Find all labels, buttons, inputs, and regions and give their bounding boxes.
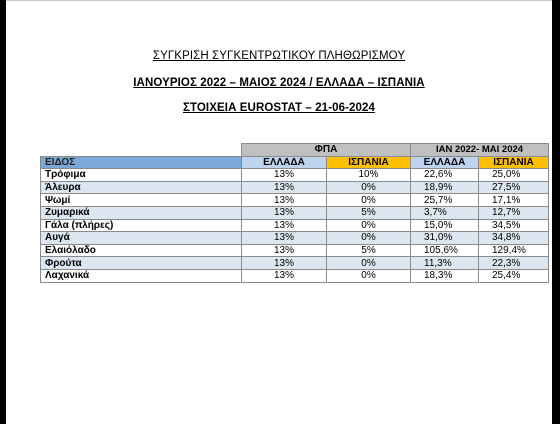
fpa-greece-cell: 13% (241, 193, 327, 207)
period-spain-cell: 22,3% (478, 256, 549, 270)
fpa-spain-cell: 0% (326, 218, 411, 233)
fpa-greece-cell: 13% (241, 256, 327, 270)
period-spain-cell: 129,4% (478, 243, 549, 258)
table-row: Ζυμαρικά 13% 5% 3,7% 12,7% (40, 205, 549, 220)
fpa-greece-cell: 13% (241, 243, 327, 258)
item-cell: Γάλα (πλήρες) (40, 218, 242, 233)
period-spain-cell: 25,0% (478, 168, 549, 182)
fpa-greece-cell: 13% (241, 168, 327, 182)
title-line-3: ΣΤΟΙΧΕΙΑ EUROSTAT – 21-06-2024 (182, 102, 376, 114)
column-header-period-greece: ΕΛΛΑΔΑ (410, 155, 479, 170)
item-cell: Άλευρα (40, 180, 242, 195)
table-row: Τρόφιμα 13% 10% 22,6% 25,0% (40, 168, 549, 182)
item-cell: Αυγά (40, 231, 242, 245)
table-row: Γάλα (πλήρες) 13% 0% 15,0% 34,5% (40, 218, 549, 233)
item-cell: Λαχανικά (40, 268, 242, 283)
item-cell: Ζυμαρικά (40, 205, 242, 220)
blank-cell (40, 143, 242, 157)
item-cell: Φρούτα (40, 256, 242, 270)
group-header-row: ΦΠΑ ΙΑΝ 2022- ΜΑΙ 2024 (40, 143, 549, 157)
period-greece-cell: 105,6% (410, 243, 479, 258)
fpa-greece-cell: 13% (241, 268, 327, 283)
inflation-comparison-table: ΦΠΑ ΙΑΝ 2022- ΜΑΙ 2024 ΕΙΔΟΣ ΕΛΛΑΔΑ ΙΣΠΑ… (40, 143, 549, 283)
group-header-fpa: ΦΠΑ (241, 143, 411, 157)
table-row: Λαχανικά 13% 0% 18,3% 25,4% (40, 268, 549, 283)
column-header-fpa-spain: ΙΣΠΑΝΙΑ (326, 155, 411, 170)
column-header-fpa-greece: ΕΛΛΑΔΑ (241, 155, 327, 170)
fpa-greece-cell: 13% (241, 180, 327, 195)
period-spain-cell: 34,5% (478, 218, 549, 233)
fpa-spain-cell: 0% (326, 256, 411, 270)
period-greece-cell: 18,3% (410, 268, 479, 283)
period-spain-cell: 27,5% (478, 180, 549, 195)
fpa-spain-cell: 5% (326, 243, 411, 258)
table-row: Άλευρα 13% 0% 18,9% 27,5% (40, 180, 549, 195)
period-greece-cell: 15,0% (410, 218, 479, 233)
period-greece-cell: 31,0% (410, 231, 479, 245)
table-row: Αυγά 13% 0% 31,0% 34,8% (40, 231, 549, 245)
period-greece-cell: 3,7% (410, 205, 479, 220)
table-row: Ελαιόλαδο 13% 5% 105,6% 129,4% (40, 243, 549, 258)
group-header-period: ΙΑΝ 2022- ΜΑΙ 2024 (410, 143, 549, 157)
fpa-greece-cell: 13% (241, 218, 327, 233)
document-page: ΣΥΓΚΡΙΣΗ ΣΥΓΚΕΝΤΡΩΤΙΚΟΥ ΠΛΗΘΩΡΙΣΜΟΥ ΙΑΝΟ… (6, 0, 552, 424)
item-cell: Ελαιόλαδο (40, 243, 242, 258)
item-cell: Τρόφιμα (40, 168, 242, 182)
period-greece-cell: 18,9% (410, 180, 479, 195)
fpa-spain-cell: 0% (326, 180, 411, 195)
period-greece-cell: 11,3% (410, 256, 479, 270)
period-spain-cell: 34,8% (478, 231, 549, 245)
table-row: Φρούτα 13% 0% 11,3% 22,3% (40, 256, 549, 270)
period-spain-cell: 17,1% (478, 193, 549, 207)
item-cell: Ψωμί (40, 193, 242, 207)
fpa-spain-cell: 5% (326, 205, 411, 220)
period-greece-cell: 22,6% (410, 168, 479, 182)
table-row: Ψωμί 13% 0% 25,7% 17,1% (40, 193, 549, 207)
fpa-greece-cell: 13% (241, 205, 327, 220)
period-greece-cell: 25,7% (410, 193, 479, 207)
period-spain-cell: 25,4% (478, 268, 549, 283)
title-line-2: ΙΑΝΟΥΡΙΟΣ 2022 – ΜΑΙΟΣ 2024 / ΕΛΛΑΔΑ – Ι… (133, 77, 425, 89)
fpa-greece-cell: 13% (241, 231, 327, 245)
column-header-row: ΕΙΔΟΣ ΕΛΛΑΔΑ ΙΣΠΑΝΙΑ ΕΛΛΑΔΑ ΙΣΠΑΝΙΑ (40, 155, 549, 170)
column-header-item: ΕΙΔΟΣ (40, 155, 242, 170)
period-spain-cell: 12,7% (478, 205, 549, 220)
title-line-1: ΣΥΓΚΡΙΣΗ ΣΥΓΚΕΝΤΡΩΤΙΚΟΥ ΠΛΗΘΩΡΙΣΜΟΥ (152, 50, 406, 62)
top-divider (6, 0, 552, 1)
fpa-spain-cell: 10% (326, 168, 411, 182)
fpa-spain-cell: 0% (326, 193, 411, 207)
fpa-spain-cell: 0% (326, 268, 411, 283)
fpa-spain-cell: 0% (326, 231, 411, 245)
column-header-period-spain: ΙΣΠΑΝΙΑ (478, 155, 549, 170)
